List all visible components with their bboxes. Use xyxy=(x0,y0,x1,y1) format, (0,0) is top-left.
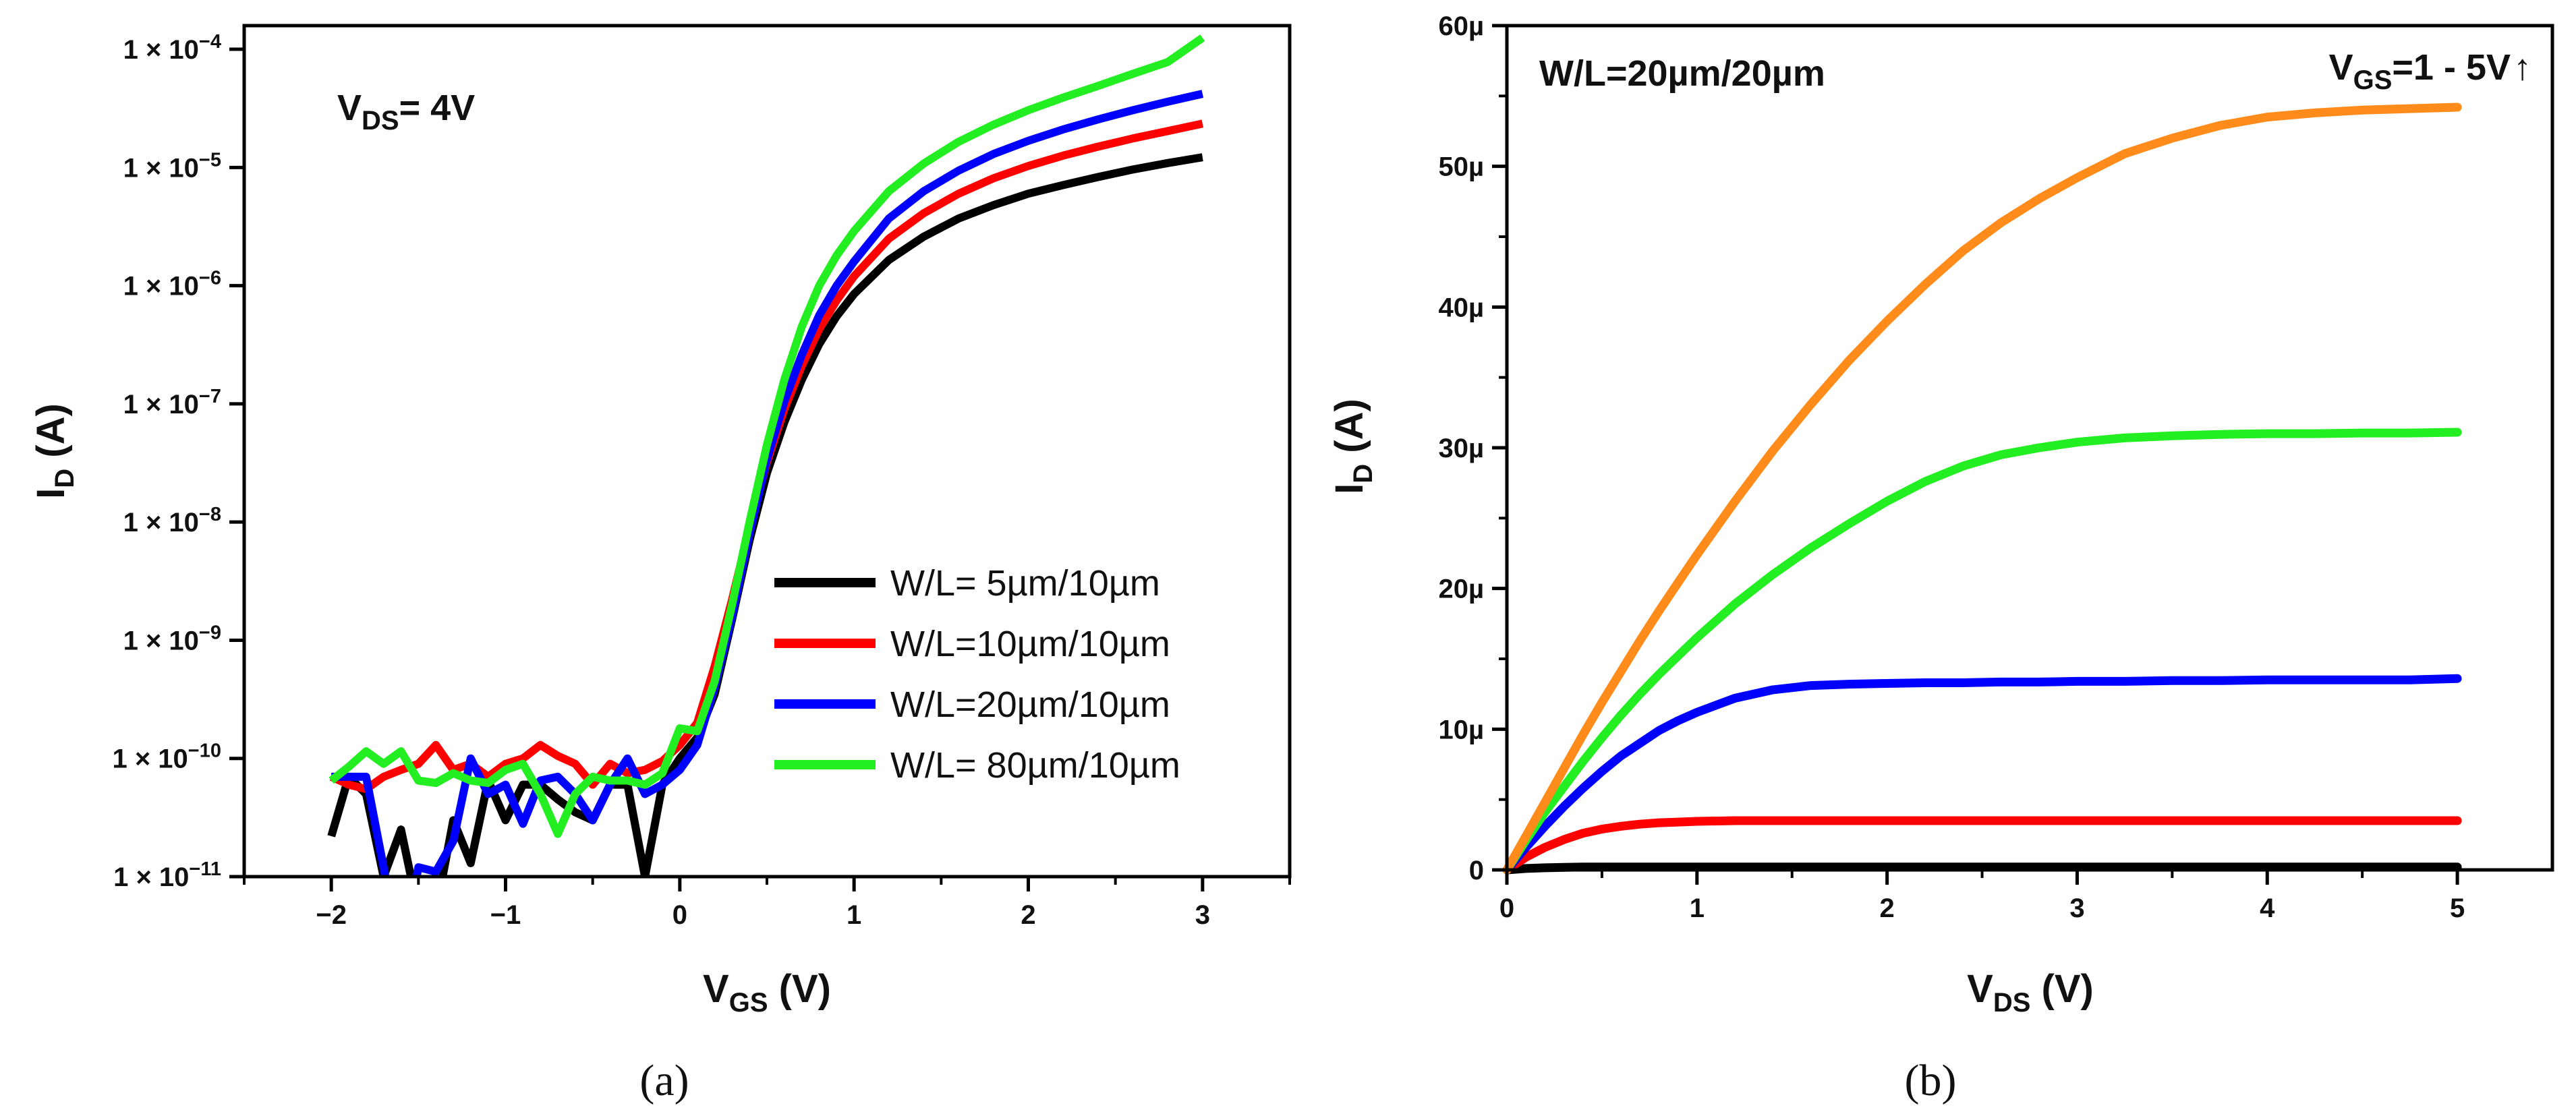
x-tick-label: 3 xyxy=(1195,900,1210,930)
panel-b-y-ticks: 0 10µ 20µ 30µ 40µ 50µ 60µ xyxy=(1438,11,1507,885)
y-tick-label: 1 × 10−11 xyxy=(113,858,221,892)
panel-b-series-group xyxy=(1502,102,2462,875)
x-tick-label: 3 xyxy=(2069,893,2084,923)
panel-b-x-ticks: 0 1 2 3 4 5 xyxy=(1499,870,2465,923)
x-tick-label: 2 xyxy=(1880,893,1895,923)
legend-label-80um: W/L= 80µm/10µm xyxy=(890,745,1180,786)
panel-b-caption: (b) xyxy=(1905,1056,1957,1105)
panel-b-geometry-annotation: W/L=20µm/20µm xyxy=(1539,53,1825,94)
output-curve-1 xyxy=(1502,816,2462,875)
y-tick-label: 1 × 10−7 xyxy=(123,386,221,419)
x-tick-label: −1 xyxy=(490,900,521,930)
x-tick-label: 0 xyxy=(1499,893,1514,923)
legend-label-10um: W/L=10µm/10µm xyxy=(890,624,1170,664)
y-tick-label: 1 × 10−4 xyxy=(123,31,221,65)
x-tick-label: 1 xyxy=(847,900,861,930)
panel-b-vgs-arrow: ↑ xyxy=(2513,47,2531,88)
y-tick-label: 1 × 10−10 xyxy=(112,740,221,774)
panel-a-y-axis-label: ID (A) xyxy=(29,403,80,499)
x-tick-label: −2 xyxy=(316,900,347,930)
y-tick-label: 20µ xyxy=(1438,575,1484,604)
x-tick-label: 1 xyxy=(1690,893,1705,923)
x-tick-label: 0 xyxy=(672,900,687,930)
panel-a-vds-annotation: VDS= 4V xyxy=(337,88,475,136)
series-line-2 xyxy=(331,90,1204,877)
panel-b: 0 1 2 3 4 5 0 10µ 20µ 30µ 40µ 50µ 60µ VDS (V) ID (A… xyxy=(1327,11,2554,1105)
panel-a-caption: (a) xyxy=(639,1056,689,1105)
x-tick-label: 2 xyxy=(1021,900,1035,930)
x-tick-label: 4 xyxy=(2260,893,2275,923)
y-tick-label: 30µ xyxy=(1438,434,1484,463)
panel-b-x-axis-label: VDS (V) xyxy=(1967,967,2094,1018)
panel-a-legend: W/L= 5µm/10µm W/L=10µm/10µm W/L=20µm/10µ… xyxy=(774,563,1180,786)
output-curve-3 xyxy=(1502,428,2462,875)
panel-a-series-group xyxy=(327,34,1205,877)
y-tick-label: 10µ xyxy=(1438,715,1484,744)
panel-b-y-axis-label: ID (A) xyxy=(1327,399,1378,494)
panel-a-x-ticks: −2 −1 0 1 2 3 xyxy=(243,877,1291,930)
y-tick-label: 50µ xyxy=(1438,152,1484,182)
output-curve-4 xyxy=(1502,102,2462,875)
y-tick-label: 60µ xyxy=(1438,11,1484,41)
y-tick-label: 0 xyxy=(1469,856,1484,885)
series-line-3 xyxy=(328,34,1205,838)
y-tick-label: 1 × 10−6 xyxy=(123,268,221,301)
output-curve-2 xyxy=(1502,674,2462,875)
output-curve-0 xyxy=(1502,862,2462,875)
y-tick-label: 1 × 10−9 xyxy=(123,622,221,655)
panel-a-y-ticks: 1 × 10−11 1 × 10−10 1 × 10−9 1 × 10−8 1 × 10… xyxy=(112,31,244,892)
y-tick-label: 1 × 10−8 xyxy=(123,504,221,537)
panel-a-x-axis-label: VGS (V) xyxy=(703,967,831,1018)
panel-b-vgs-annotation: VGS=1 - 5V xyxy=(2329,47,2511,95)
series-line-1 xyxy=(329,119,1204,794)
x-tick-label: 5 xyxy=(2450,893,2465,923)
y-tick-label: 40µ xyxy=(1438,293,1484,322)
panel-a: −2 −1 0 1 2 3 1 × 10−111 × 10−101 × 10−91 × 1… xyxy=(29,24,1292,1105)
legend-label-20um: W/L=20µm/10µm xyxy=(890,684,1170,725)
y-tick-label: 1 × 10−5 xyxy=(123,149,221,183)
legend-label-5um: W/L= 5µm/10µm xyxy=(890,563,1160,604)
